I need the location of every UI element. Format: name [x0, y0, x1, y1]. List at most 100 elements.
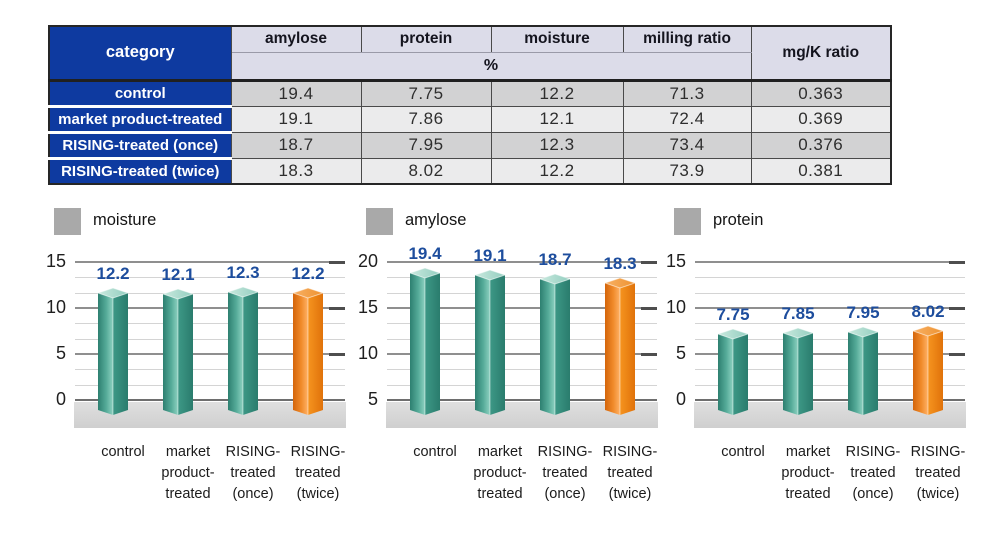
bar-rising-treated-once- [846, 326, 880, 421]
bar-market-product-treated [781, 327, 815, 421]
y-tick-label: 5 [675, 343, 686, 363]
bar-control [408, 267, 442, 421]
x-category-label: control [413, 444, 457, 460]
chart-moisture: moisture 0 5 10 15 12.2 control 12.1 market prod… [30, 200, 366, 540]
x-category-label: RISING- treated (twice) [602, 444, 658, 502]
gridline-minor [695, 292, 965, 294]
col-header-category: category [48, 25, 232, 81]
gridline-major [695, 261, 965, 263]
gridline-minor [75, 292, 345, 294]
y-tick-label: 20 [357, 251, 378, 271]
legend-swatch-icon [366, 208, 393, 235]
table-cell: 12.3 [490, 131, 624, 159]
x-category-label: RISING- treated (twice) [910, 444, 966, 502]
value-label: 19.1 [473, 246, 507, 265]
gridline-major [387, 353, 657, 355]
table-cell: 12.1 [490, 105, 624, 133]
gridline-end-tick [949, 353, 965, 356]
table-row: RISING-treated (twice) 18.3 8.02 12.2 73.9 0.… [48, 156, 892, 185]
row-label: RISING-treated (once) [48, 130, 232, 159]
y-tick-label: 5 [367, 389, 378, 409]
gridline-minor [387, 338, 657, 340]
gridline-minor [387, 292, 657, 294]
unit-percent-cell: % [230, 51, 752, 81]
gridline-major [387, 399, 657, 401]
gridline-minor [387, 369, 657, 371]
legend-swatch-icon [674, 208, 701, 235]
table-cell: 0.369 [750, 105, 892, 133]
table-cell: 12.2 [490, 78, 624, 107]
gridline-end-tick [641, 307, 657, 310]
chart-title: amylose [405, 211, 467, 229]
table-cell: 0.363 [750, 78, 892, 107]
gridline-major [75, 261, 345, 263]
bar-control [96, 287, 130, 421]
bar-rising-treated-twice- [291, 287, 325, 421]
gridline-minor [695, 384, 965, 386]
gridline-major [75, 307, 345, 309]
gridline-end-tick [949, 261, 965, 264]
bar-rising-treated-twice- [911, 325, 945, 421]
gridline-major [387, 261, 657, 263]
bar-rising-treated-twice- [603, 277, 637, 421]
y-tick-label: 15 [45, 251, 66, 271]
value-label: 8.02 [911, 302, 945, 321]
table-cell: 73.9 [622, 157, 752, 185]
y-tick-label: 10 [665, 297, 686, 317]
y-tick-label: 5 [55, 343, 66, 363]
gridline-major [695, 399, 965, 401]
table-cell: 71.3 [622, 78, 752, 107]
value-label: 12.2 [291, 264, 325, 283]
table-cell: 18.3 [230, 157, 362, 185]
x-category-label: control [721, 444, 765, 460]
value-label: 12.2 [96, 264, 130, 283]
table-cell: 19.4 [230, 78, 362, 107]
gridline-minor [75, 369, 345, 371]
table-row: market product-treated 19.1 7.86 12.1 72.4 0.… [48, 104, 892, 133]
gridline-end-tick [329, 307, 345, 310]
value-label: 12.3 [226, 263, 260, 282]
gridline-end-tick [641, 261, 657, 264]
row-label: RISING-treated (twice) [48, 156, 232, 185]
x-category-label: RISING- treated (once) [225, 444, 281, 502]
col-header-mgk-ratio: mg/K ratio [750, 25, 892, 81]
gridline-end-tick [949, 307, 965, 310]
bar-market-product-treated [473, 269, 507, 421]
table-cell: 7.75 [360, 78, 492, 107]
table-cell: 73.4 [622, 131, 752, 159]
bar-control [716, 328, 750, 421]
table-unit-row: % [49, 51, 891, 81]
bar-rising-treated-once- [538, 273, 572, 421]
y-tick-label: 0 [55, 389, 66, 409]
gridline-major [75, 399, 345, 401]
table-cell: 7.95 [360, 131, 492, 159]
col-header-moisture: moisture [490, 25, 624, 53]
gridline-minor [75, 384, 345, 386]
chart-title: protein [713, 211, 764, 229]
bar-market-product-treated [161, 288, 195, 421]
table-cell: 0.376 [750, 131, 892, 159]
gridline-minor [387, 384, 657, 386]
value-label: 7.85 [781, 304, 815, 323]
table-cell: 72.4 [622, 105, 752, 133]
gridline-end-tick [329, 353, 345, 356]
table-cell: 12.2 [490, 157, 624, 185]
x-category-label: market product- treated [161, 444, 215, 502]
x-category-label: RISING- treated (once) [537, 444, 593, 502]
col-header-protein: protein [360, 25, 492, 53]
value-label: 7.75 [716, 305, 750, 324]
chart-amylose: amylose 5 10 15 20 19.4 control 19.1 market prod… [342, 200, 678, 540]
gridline-minor [75, 277, 345, 279]
bar-rising-treated-once- [226, 286, 260, 421]
y-tick-label: 10 [357, 343, 378, 363]
col-header-milling-ratio: milling ratio [622, 25, 752, 53]
gridline-minor [695, 338, 965, 340]
gridline-minor [695, 277, 965, 279]
gridline-major [75, 353, 345, 355]
gridline-minor [695, 323, 965, 325]
legend-swatch-icon [54, 208, 81, 235]
y-tick-label: 15 [665, 251, 686, 271]
table-header-row: category amylose protein moisture millin… [48, 25, 892, 81]
x-category-label: market product- treated [473, 444, 527, 502]
